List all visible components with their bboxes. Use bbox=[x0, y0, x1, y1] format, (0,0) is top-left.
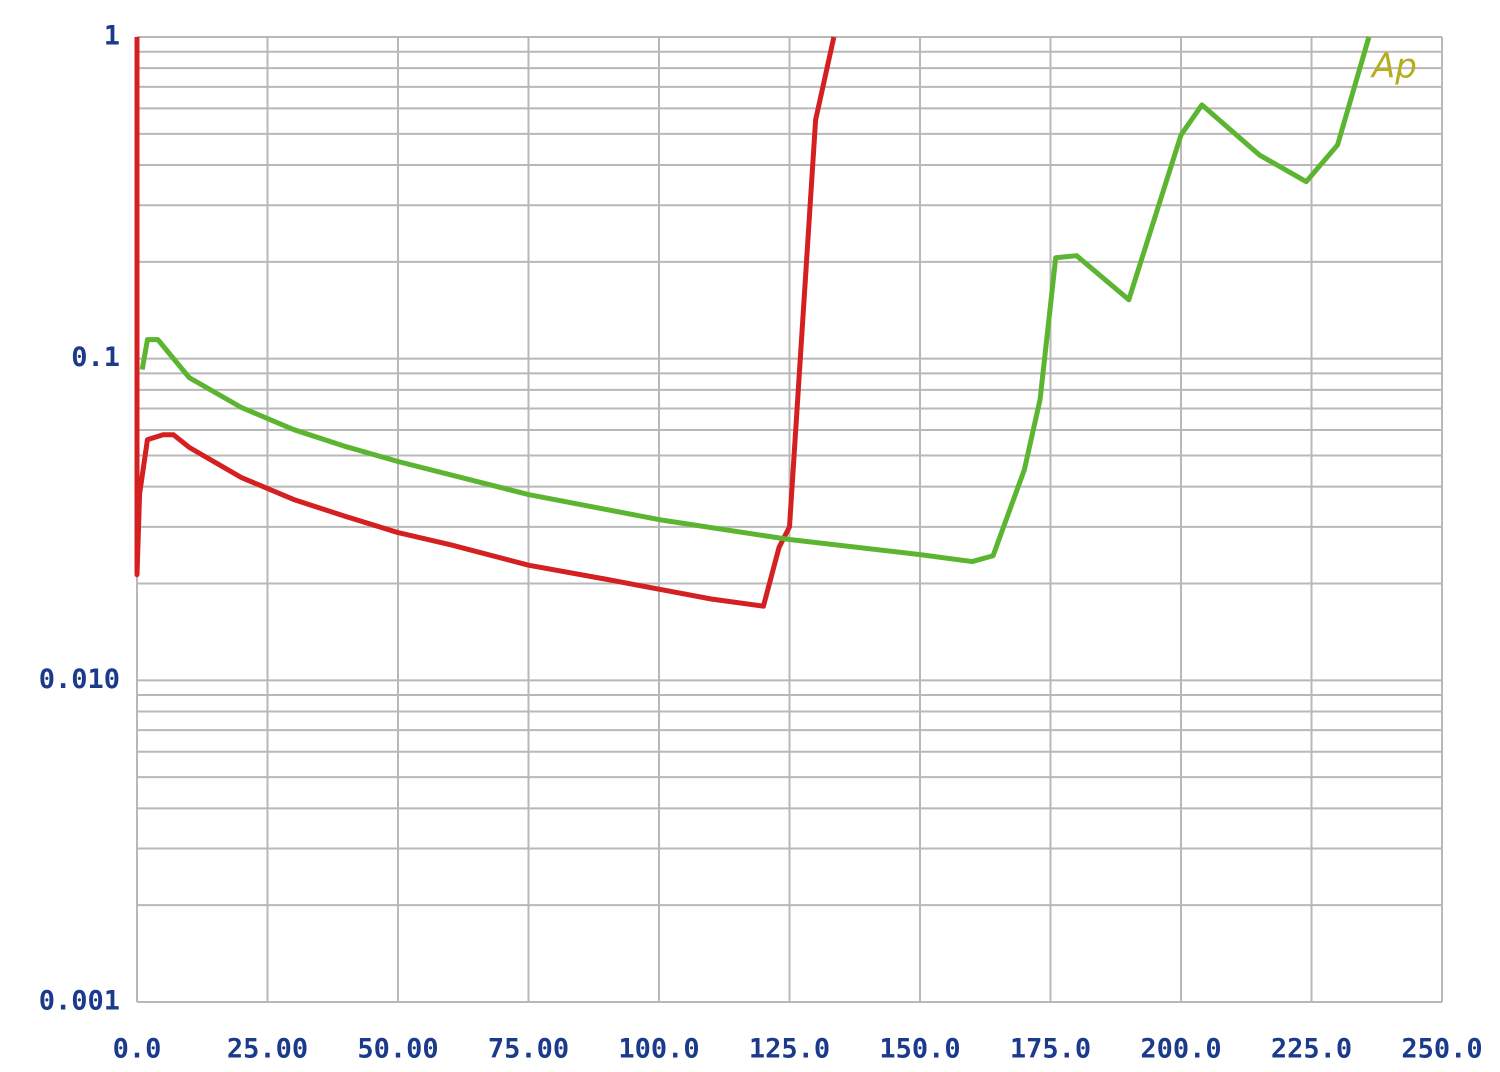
x-tick-label: 200.0 bbox=[1140, 1034, 1221, 1065]
x-tick-label: 75.00 bbox=[488, 1034, 569, 1065]
y-tick-label: 1 bbox=[104, 21, 120, 52]
annotation: Ap bbox=[1370, 47, 1417, 87]
x-tick-label: 125.0 bbox=[749, 1034, 830, 1065]
x-tick-label: 0.0 bbox=[113, 1034, 162, 1065]
x-tick-label: 50.00 bbox=[357, 1034, 438, 1065]
series-line bbox=[134, 36, 837, 609]
y-tick-label: 0.1 bbox=[71, 342, 120, 373]
x-tick-label: 250.0 bbox=[1401, 1034, 1482, 1065]
series-line bbox=[139, 36, 1372, 565]
x-tick-label: 100.0 bbox=[618, 1034, 699, 1065]
x-tick-label: 25.00 bbox=[227, 1034, 308, 1065]
x-tick-label: 225.0 bbox=[1271, 1034, 1352, 1065]
x-tick-label: 175.0 bbox=[1010, 1034, 1091, 1065]
y-tick-label: 0.010 bbox=[39, 664, 120, 695]
x-tick-label: 150.0 bbox=[879, 1034, 960, 1065]
y-tick-label: 0.001 bbox=[39, 986, 120, 1017]
